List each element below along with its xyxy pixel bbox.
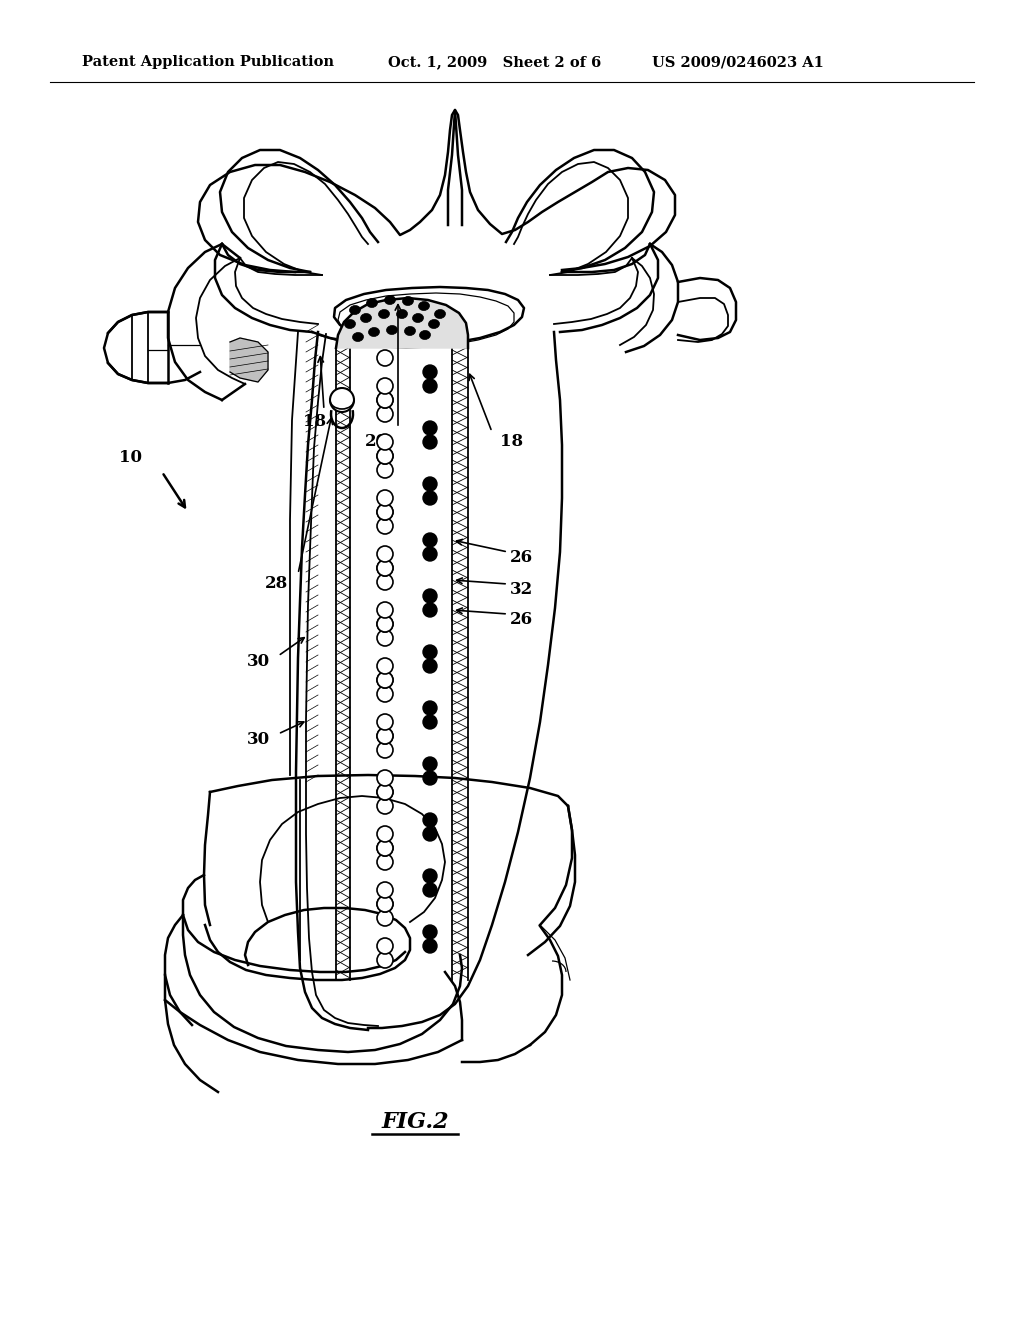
Text: 32: 32 — [510, 582, 534, 598]
Circle shape — [377, 729, 393, 744]
Circle shape — [423, 366, 437, 379]
Circle shape — [377, 799, 393, 814]
Circle shape — [423, 701, 437, 715]
Circle shape — [377, 504, 393, 520]
Circle shape — [377, 672, 393, 688]
Circle shape — [423, 379, 437, 393]
Circle shape — [377, 630, 393, 645]
Circle shape — [377, 784, 393, 800]
Circle shape — [377, 742, 393, 758]
Ellipse shape — [434, 309, 445, 318]
Circle shape — [377, 407, 393, 422]
Polygon shape — [336, 298, 468, 348]
Circle shape — [377, 434, 393, 450]
Circle shape — [377, 784, 393, 800]
Circle shape — [377, 462, 393, 478]
Circle shape — [377, 378, 393, 393]
Ellipse shape — [386, 326, 397, 334]
Text: 30: 30 — [247, 653, 270, 671]
Circle shape — [423, 436, 437, 449]
Circle shape — [377, 447, 393, 465]
Ellipse shape — [379, 309, 389, 318]
Circle shape — [423, 421, 437, 436]
Circle shape — [423, 546, 437, 561]
Circle shape — [377, 854, 393, 870]
Text: Patent Application Publication: Patent Application Publication — [82, 55, 334, 69]
Circle shape — [377, 350, 393, 366]
Ellipse shape — [349, 305, 360, 314]
Ellipse shape — [369, 327, 380, 337]
Circle shape — [377, 392, 393, 408]
Circle shape — [377, 714, 393, 730]
Text: 10: 10 — [119, 450, 142, 466]
Circle shape — [423, 828, 437, 841]
Text: 20: 20 — [365, 433, 388, 450]
Circle shape — [377, 490, 393, 506]
Text: 26: 26 — [510, 549, 534, 566]
Circle shape — [377, 517, 393, 535]
Circle shape — [377, 952, 393, 968]
Circle shape — [377, 560, 393, 576]
Circle shape — [377, 896, 393, 912]
Circle shape — [423, 659, 437, 673]
Circle shape — [377, 546, 393, 562]
Circle shape — [377, 840, 393, 855]
Circle shape — [377, 504, 393, 520]
Circle shape — [423, 756, 437, 771]
Circle shape — [423, 715, 437, 729]
Circle shape — [377, 560, 393, 576]
Circle shape — [330, 388, 354, 412]
Circle shape — [377, 574, 393, 590]
Circle shape — [423, 477, 437, 491]
Circle shape — [423, 925, 437, 939]
Circle shape — [423, 813, 437, 828]
Text: FIG.2: FIG.2 — [381, 1111, 449, 1133]
Circle shape — [423, 645, 437, 659]
Text: Oct. 1, 2009   Sheet 2 of 6: Oct. 1, 2009 Sheet 2 of 6 — [388, 55, 601, 69]
Text: 18: 18 — [500, 433, 523, 450]
Circle shape — [423, 603, 437, 616]
Circle shape — [377, 392, 393, 408]
Text: 18: 18 — [303, 413, 326, 430]
Circle shape — [377, 686, 393, 702]
Circle shape — [377, 909, 393, 927]
Circle shape — [423, 771, 437, 785]
Circle shape — [377, 939, 393, 954]
Circle shape — [377, 826, 393, 842]
Circle shape — [377, 602, 393, 618]
Circle shape — [423, 883, 437, 898]
Ellipse shape — [419, 301, 429, 310]
Circle shape — [377, 447, 393, 465]
Text: 30: 30 — [247, 731, 270, 748]
Circle shape — [377, 770, 393, 785]
Circle shape — [377, 657, 393, 675]
Ellipse shape — [384, 296, 395, 305]
Ellipse shape — [396, 309, 408, 318]
Circle shape — [377, 672, 393, 688]
Circle shape — [377, 729, 393, 744]
Text: 26: 26 — [510, 611, 534, 628]
Circle shape — [423, 939, 437, 953]
Ellipse shape — [360, 313, 372, 322]
Ellipse shape — [420, 330, 430, 339]
Ellipse shape — [413, 313, 424, 322]
Circle shape — [423, 589, 437, 603]
Circle shape — [377, 840, 393, 855]
Circle shape — [423, 491, 437, 506]
Circle shape — [377, 882, 393, 898]
Ellipse shape — [404, 326, 416, 335]
Circle shape — [423, 533, 437, 546]
Circle shape — [377, 616, 393, 632]
Text: 28: 28 — [265, 576, 288, 593]
Ellipse shape — [367, 298, 378, 308]
Ellipse shape — [344, 319, 355, 329]
Polygon shape — [230, 338, 268, 381]
Ellipse shape — [428, 319, 439, 329]
Text: US 2009/0246023 A1: US 2009/0246023 A1 — [652, 55, 824, 69]
Ellipse shape — [352, 333, 364, 342]
Circle shape — [377, 616, 393, 632]
Circle shape — [423, 869, 437, 883]
Ellipse shape — [402, 297, 414, 305]
Circle shape — [377, 896, 393, 912]
